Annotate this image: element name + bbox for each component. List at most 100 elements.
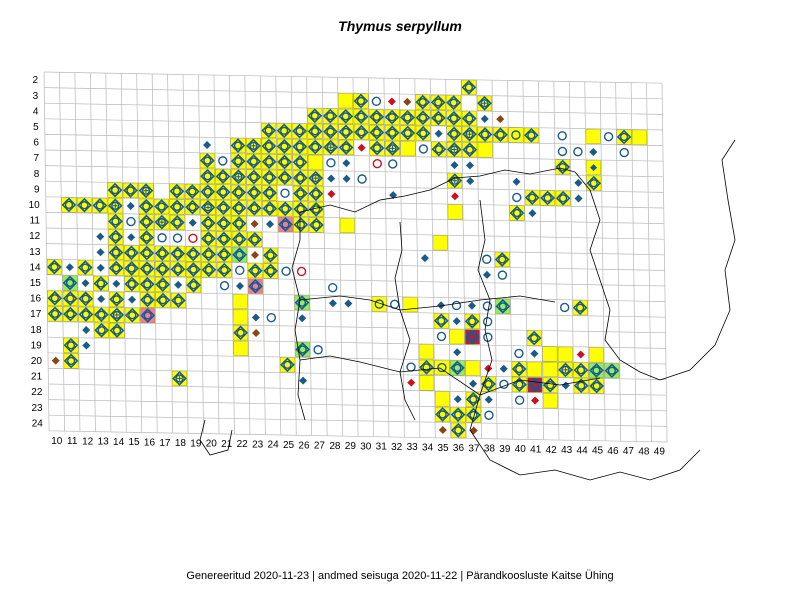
- col-label: 20: [206, 439, 218, 450]
- occupied-cell: [281, 266, 291, 276]
- grid-col-line: [244, 75, 251, 435]
- occupied-cell: [233, 340, 249, 356]
- col-label: 29: [345, 441, 357, 452]
- border-county-east: [477, 199, 493, 396]
- col-label: 13: [98, 437, 110, 448]
- occupied-cell: [78, 306, 94, 322]
- occupied-cell: [372, 158, 382, 169]
- occupied-cell: [215, 168, 231, 184]
- grid-col-line: [630, 82, 637, 442]
- occupied-cell: [263, 263, 279, 279]
- occupied-cell: [216, 200, 231, 216]
- occupied-cell: [199, 153, 215, 169]
- occupied-cell: [292, 154, 308, 170]
- occupied-cell: [344, 299, 353, 308]
- occupied-cell: [251, 313, 260, 322]
- row-label: 9: [34, 184, 40, 195]
- occupied-cell: [450, 161, 459, 170]
- occupied-cell: [494, 252, 510, 268]
- occupied-cell: [450, 192, 459, 201]
- occupied-cell: [307, 123, 323, 139]
- occupied-cell: [603, 131, 614, 142]
- occupied-cell: [47, 290, 63, 306]
- occupied-cell: [262, 185, 277, 201]
- occupied-cell: [139, 229, 155, 245]
- region-borders: [199, 139, 736, 481]
- occupied-cell: [201, 246, 217, 262]
- occupied-cell: [400, 125, 416, 141]
- occupied-cell: [588, 347, 604, 363]
- occupied-cell: [328, 299, 337, 308]
- occupied-cell: [434, 360, 450, 376]
- occupied-cell: [280, 357, 295, 373]
- occupied-cell: [465, 391, 481, 407]
- occupied-cell: [250, 219, 259, 228]
- occupied-cell: [430, 94, 446, 110]
- occupied-cell: [216, 215, 232, 231]
- border-county-west: [291, 212, 306, 421]
- occupied-cell: [231, 200, 247, 216]
- row-label: 2: [32, 75, 38, 86]
- occupied-cell: [200, 199, 216, 215]
- occupied-cell: [108, 213, 123, 229]
- occupied-cell: [277, 154, 293, 170]
- occupied-cell: [415, 110, 431, 126]
- occupied-cell: [123, 245, 139, 261]
- occupied-cell: [576, 350, 585, 359]
- col-label: 38: [484, 444, 496, 455]
- border-county-south: [299, 355, 601, 396]
- occupied-cell: [138, 214, 154, 230]
- occupied-cell: [62, 290, 78, 306]
- occupied-cell: [62, 275, 78, 291]
- occupied-cell: [124, 307, 140, 323]
- col-label: 22: [237, 439, 249, 450]
- occupied-cell: [126, 202, 135, 210]
- occupied-cell: [292, 123, 308, 139]
- occupied-cell: [497, 270, 508, 280]
- grid-col-line: [136, 73, 143, 433]
- occupied-cell: [543, 393, 558, 409]
- occupied-cell: [327, 190, 336, 199]
- occupied-cell: [323, 139, 339, 155]
- grid-col-line: [59, 72, 65, 432]
- occupied-cell: [464, 329, 480, 345]
- occupied-cell: [157, 233, 167, 243]
- occupied-cell: [477, 95, 492, 111]
- occupied-cell: [277, 201, 293, 217]
- col-label: 23: [252, 439, 264, 450]
- col-label: 40: [515, 444, 527, 455]
- occupied-cell: [124, 276, 140, 292]
- row-label: 24: [32, 418, 44, 429]
- col-label: 36: [453, 443, 465, 454]
- col-label: 15: [128, 437, 140, 448]
- occupied-cell: [418, 144, 429, 154]
- occupied-cell: [574, 194, 583, 203]
- occupied-cell: [542, 362, 558, 378]
- grid-col-line: [491, 80, 498, 439]
- occupied-cell: [353, 124, 369, 140]
- occupied-cell: [81, 279, 90, 288]
- grid-col-line: [290, 76, 297, 436]
- occupied-cell: [369, 109, 385, 125]
- occupied-cell: [589, 362, 604, 378]
- occupied-cell: [247, 231, 263, 247]
- grid-col-line: [213, 75, 220, 434]
- occupied-cell: [278, 216, 293, 232]
- occupied-cell: [371, 296, 387, 312]
- occupied-cell: [437, 301, 446, 310]
- row-label: 18: [30, 325, 42, 336]
- occupied-cell: [138, 198, 154, 214]
- occupied-cell: [527, 377, 543, 393]
- occupied-cell: [172, 370, 187, 386]
- occupied-cell: [174, 280, 183, 289]
- grid-col-line: [445, 79, 452, 439]
- occupied-cell: [449, 360, 465, 376]
- occupied-cell: [388, 159, 398, 169]
- occupied-cell: [542, 346, 558, 362]
- occupied-cell: [512, 192, 522, 203]
- occupied-cell: [138, 183, 154, 199]
- occupied-cell: [527, 361, 543, 377]
- grid-col-line: [182, 74, 189, 434]
- occupied-cell: [384, 109, 400, 125]
- occupied-cell: [215, 184, 231, 200]
